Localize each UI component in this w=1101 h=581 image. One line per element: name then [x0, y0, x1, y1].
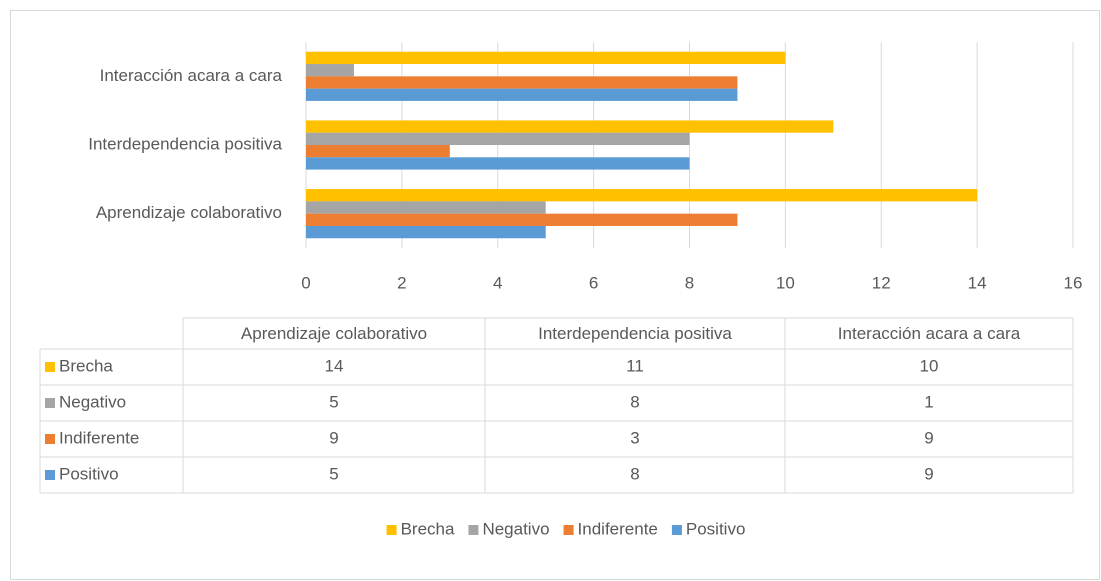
- bar: [306, 64, 354, 77]
- legend-label: Positivo: [686, 519, 746, 538]
- table-cell: 5: [329, 464, 338, 483]
- table-cell: 9: [329, 428, 338, 447]
- table-legend-key: [45, 362, 55, 372]
- legend-key: [386, 525, 397, 535]
- table-row-header: Brecha: [59, 356, 113, 375]
- legend-label: Brecha: [401, 519, 455, 538]
- table-cell: 9: [924, 428, 933, 447]
- table-cell: 9: [924, 464, 933, 483]
- bar: [306, 120, 834, 133]
- table-cell: 14: [325, 356, 344, 375]
- bar: [306, 201, 546, 214]
- table-row-header: Negativo: [59, 392, 126, 411]
- y-tick-label: Aprendizaje colaborativo: [96, 203, 282, 222]
- bar: [306, 189, 978, 202]
- table-legend-key: [45, 470, 55, 480]
- x-tick-label: 6: [589, 273, 598, 292]
- table-header: Interacción acara a cara: [838, 324, 1021, 343]
- table-cell: 11: [626, 356, 644, 375]
- table-legend-key: [45, 398, 55, 408]
- table-cell: 5: [329, 392, 338, 411]
- bar: [306, 157, 690, 170]
- table-header: Interdependencia positiva: [538, 324, 732, 343]
- x-tick-label: 4: [493, 273, 502, 292]
- chart-border: [10, 10, 1100, 580]
- table-legend-key: [45, 434, 55, 444]
- legend-label: Negativo: [482, 519, 549, 538]
- bar: [306, 132, 690, 145]
- bar: [306, 145, 450, 158]
- y-tick-label: Interacción acara a cara: [100, 66, 283, 85]
- legend-key: [671, 525, 682, 535]
- bar: [306, 51, 786, 65]
- table-cell: 8: [630, 464, 639, 483]
- x-tick-label: 0: [301, 273, 310, 292]
- x-tick-label: 2: [397, 273, 406, 292]
- bar: [306, 76, 738, 89]
- table-row-header: Positivo: [59, 464, 119, 483]
- x-tick-label: 10: [776, 273, 795, 292]
- bar: [306, 225, 546, 239]
- bar: [306, 213, 738, 226]
- table-row-header: Indiferente: [59, 428, 139, 447]
- x-tick-label: 12: [872, 273, 891, 292]
- legend-label: Indiferente: [578, 519, 658, 538]
- legend-key: [468, 525, 479, 535]
- bar: [306, 88, 738, 101]
- legend-key: [563, 525, 574, 535]
- table-cell: 10: [920, 356, 939, 375]
- x-tick-label: 8: [685, 273, 694, 292]
- table-cell: 3: [630, 428, 639, 447]
- table-cell: 8: [630, 392, 639, 411]
- x-tick-label: 16: [1064, 273, 1083, 292]
- table-cell: 1: [924, 392, 933, 411]
- table-header: Aprendizaje colaborativo: [241, 324, 427, 343]
- x-tick-label: 14: [968, 273, 987, 292]
- y-tick-label: Interdependencia positiva: [88, 134, 282, 153]
